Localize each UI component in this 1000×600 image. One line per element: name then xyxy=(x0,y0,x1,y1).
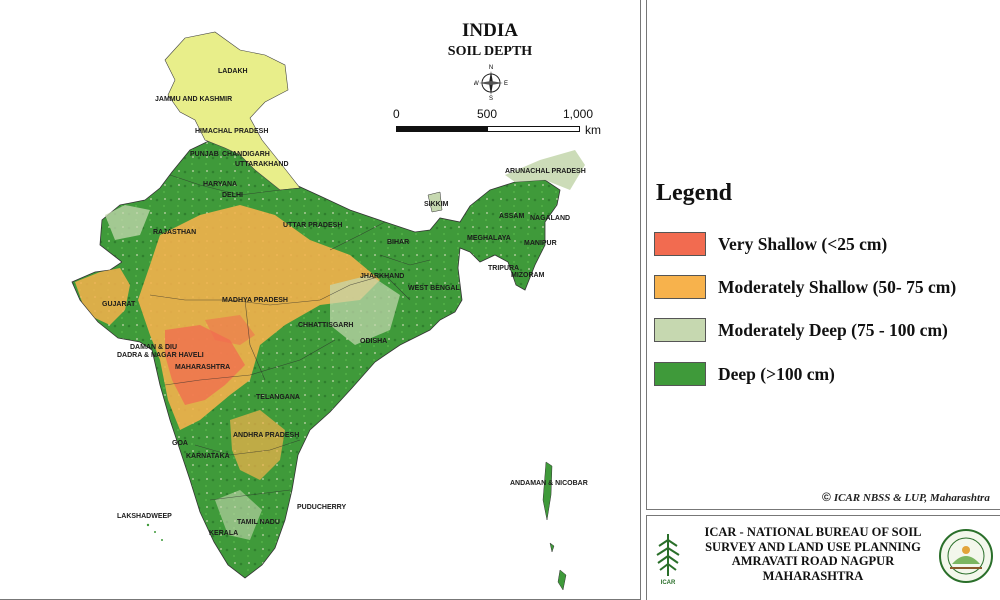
legend-label-deep: Deep (>100 cm) xyxy=(718,363,835,384)
nbss-lup-seal-icon xyxy=(939,529,993,583)
label-jharkhand: JHARKHAND xyxy=(360,273,404,280)
legend-item-mod-shallow: Moderately Shallow (50- 75 cm) xyxy=(654,274,956,300)
scale-tick-500: 500 xyxy=(477,107,498,121)
label-ladakh: LADAKH xyxy=(218,68,248,75)
label-odisha: ODISHA xyxy=(360,338,387,345)
institute-name: ICAR - NATIONAL BUREAU OF SOIL SURVEY AN… xyxy=(690,525,936,583)
icar-logo-text: ICAR xyxy=(660,580,676,586)
label-chhattisgarh: CHHATTISGARH xyxy=(298,322,353,329)
map-title: INDIA xyxy=(462,20,518,41)
legend-title: Legend xyxy=(656,180,733,206)
lakshadweep-islands xyxy=(146,523,163,541)
copyright-note: © ICAR NBSS & LUP, Maharashtra xyxy=(822,490,990,504)
legend-item-very-shallow: Very Shallow (<25 cm) xyxy=(654,231,887,257)
very-shallow-zone-mp xyxy=(205,315,255,345)
scale-tick-0: 0 xyxy=(393,107,400,121)
label-nagaland: NAGALAND xyxy=(530,215,570,222)
label-hp: HIMACHAL PRADESH xyxy=(195,128,268,135)
shallow-zone-gujarat xyxy=(75,268,130,325)
label-manipur: MANIPUR xyxy=(524,240,557,247)
footer-line-3: AMRAVATI ROAD NAGPUR xyxy=(731,554,895,568)
label-dadra: DADRA & NAGAR HAVELI xyxy=(117,352,204,359)
label-puducherry: PUDUCHERRY xyxy=(297,504,346,511)
mod-deep-rajasthan xyxy=(105,205,150,240)
mod-deep-northeast xyxy=(505,150,585,190)
label-sikkim: SIKKIM xyxy=(424,201,449,208)
compass-s: S xyxy=(489,96,493,101)
label-telangana: TELANGANA xyxy=(256,394,300,401)
legend-swatch-deep xyxy=(654,362,706,386)
label-delhi: DELHI xyxy=(222,192,243,199)
label-assam: ASSAM xyxy=(499,213,524,220)
state-boundaries xyxy=(149,174,431,501)
label-haryana: HARYANA xyxy=(203,181,237,188)
scale-bar xyxy=(396,126,580,132)
footer-line-4: MAHARASHTRA xyxy=(762,568,864,583)
label-westbengal: WEST BENGAL xyxy=(408,285,460,292)
label-lakshadweep: LAKSHADWEEP xyxy=(117,513,172,520)
label-mizoram: MIZORAM xyxy=(511,272,545,279)
legend-swatch-very-shallow xyxy=(654,232,706,256)
compass-e: E xyxy=(504,81,508,87)
label-karnataka: KARNATAKA xyxy=(186,453,230,460)
mod-deep-east xyxy=(330,275,400,345)
label-bihar: BIHAR xyxy=(387,239,409,246)
copyright-icon: © xyxy=(822,490,831,504)
label-up: UTTAR PRADESH xyxy=(283,222,342,229)
map-subtitle: SOIL DEPTH xyxy=(447,44,533,59)
footer-line-2: SURVEY AND LAND USE PLANNING xyxy=(705,539,921,554)
scale-unit: km xyxy=(585,123,601,137)
label-tn: TAMIL NADU xyxy=(237,519,280,526)
legend-label-mod-shallow: Moderately Shallow (50- 75 cm) xyxy=(718,276,957,297)
legend-swatch-mod-deep xyxy=(654,318,706,342)
legend-item-deep: Deep (>100 cm) xyxy=(654,361,835,387)
label-rajasthan: RAJASTHAN xyxy=(153,229,196,236)
label-uttarakhand: UTTARAKHAND xyxy=(235,161,289,168)
legend-item-mod-deep: Moderately Deep (75 - 100 cm) xyxy=(654,317,948,343)
himalaya-region xyxy=(164,31,301,191)
label-ap: ANDHRA PRADESH xyxy=(233,432,299,439)
scale-tick-1000: 1,000 xyxy=(563,107,594,121)
icar-logo-icon xyxy=(656,534,680,576)
label-chandigarh: CHANDIGARH xyxy=(222,151,270,158)
label-tripura: TRIPURA xyxy=(488,265,519,272)
india-soil-depth-map: LADAKH JAMMU AND KASHMIR HIMACHAL PRADES… xyxy=(71,31,588,591)
shallow-zone-south xyxy=(230,410,285,480)
copyright-text: ICAR NBSS & LUP, Maharashtra xyxy=(833,492,990,504)
compass-rose-icon: N S W E xyxy=(474,65,508,101)
label-maharashtra: MAHARASHTRA xyxy=(175,364,230,371)
mod-deep-south xyxy=(215,490,262,540)
compass-w: W xyxy=(474,81,479,87)
compass-n: N xyxy=(489,65,493,71)
label-mp: MADHYA PRADESH xyxy=(222,297,288,304)
footer-line-1: ICAR - NATIONAL BUREAU OF SOIL xyxy=(704,525,922,539)
legend-label-very-shallow: Very Shallow (<25 cm) xyxy=(718,233,888,254)
label-jk: JAMMU AND KASHMIR xyxy=(155,96,232,103)
label-gujarat: GUJARAT xyxy=(102,301,136,308)
very-shallow-zone-maharashtra xyxy=(165,325,245,405)
label-goa: GOA xyxy=(172,440,188,447)
sikkim-region xyxy=(427,191,443,213)
label-kerala: KERALA xyxy=(209,530,238,537)
legend-label-mod-deep: Moderately Deep (75 - 100 cm) xyxy=(718,319,948,340)
legend-swatch-mod-shallow xyxy=(654,275,706,299)
label-meghalaya: MEGHALAYA xyxy=(467,235,511,242)
andaman-nicobar-islands xyxy=(542,461,567,591)
label-daman: DAMAN & DIU xyxy=(130,344,177,351)
label-punjab: PUNJAB xyxy=(190,151,219,158)
label-arunachal: ARUNACHAL PRADESH xyxy=(505,168,586,175)
label-andaman: ANDAMAN & NICOBAR xyxy=(510,480,588,487)
